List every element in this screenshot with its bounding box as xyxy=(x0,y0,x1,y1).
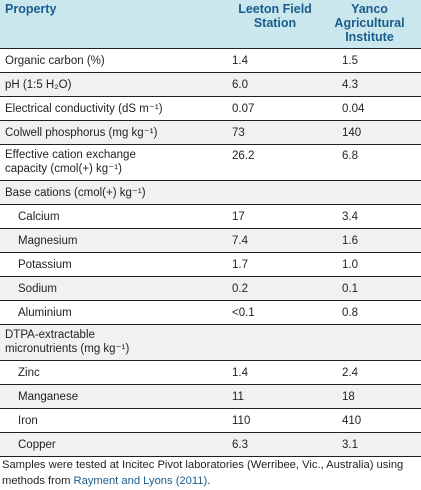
header-yanco: Yanco Agricultural Institute xyxy=(318,0,421,49)
row-label: Sodium xyxy=(0,276,232,301)
table-footnote: Samples were tested at Incitec Pivot lab… xyxy=(2,457,419,489)
table-row: pH (1:5 H₂O) 6.0 4.3 xyxy=(0,72,421,97)
soil-properties-table: Property Leeton Field Station Yanco Agri… xyxy=(0,0,421,457)
yanco-value: 3.1 xyxy=(318,432,421,457)
leeton-value: 1.4 xyxy=(232,48,318,73)
table-body: Organic carbon (%) 1.4 1.5 pH (1:5 H₂O) 6.0 4… xyxy=(0,48,421,457)
table-row: Calcium 17 3.4 xyxy=(0,204,421,229)
yanco-value: 140 xyxy=(318,120,421,145)
leeton-value: 6.3 xyxy=(232,432,318,457)
table-row: Sodium 0.2 0.1 xyxy=(0,276,421,301)
leeton-value: 0.07 xyxy=(232,96,318,121)
row-label: Iron xyxy=(0,408,232,433)
yanco-value: 1.6 xyxy=(318,228,421,253)
yanco-value: 0.04 xyxy=(318,96,421,121)
yanco-value: 3.4 xyxy=(318,204,421,229)
leeton-value: 110 xyxy=(232,408,318,433)
header-yanco-label: Yanco Agricultural Institute xyxy=(334,2,405,44)
table-row: Colwell phosphorus (mg kg⁻¹) 73 140 xyxy=(0,120,421,145)
yanco-value: 0.1 xyxy=(318,276,421,301)
row-label: Manganese xyxy=(0,384,232,409)
leeton-value: 0.2 xyxy=(232,276,318,301)
row-label: Aluminium xyxy=(0,300,232,325)
yanco-value: 0.8 xyxy=(318,300,421,325)
leeton-value: <0.1 xyxy=(232,300,318,325)
yanco-value: 1.5 xyxy=(318,48,421,73)
table-row: Base cations (cmol(+) kg⁻¹) xyxy=(0,180,421,205)
table-row: Aluminium <0.1 0.8 xyxy=(0,300,421,325)
table-row: Magnesium 7.4 1.6 xyxy=(0,228,421,253)
table-row: Iron 110 410 xyxy=(0,408,421,433)
leeton-value: 1.7 xyxy=(232,252,318,277)
footnote-text: Samples were tested at Incitec Pivot lab… xyxy=(2,459,404,487)
row-label: Potassium xyxy=(0,252,232,277)
header-property: Property xyxy=(0,0,232,49)
row-label: Magnesium xyxy=(0,228,232,253)
yanco-value xyxy=(318,324,421,361)
table-row: Potassium 1.7 1.0 xyxy=(0,252,421,277)
header-leeton-label: Leeton Field Station xyxy=(238,2,312,30)
row-label: pH (1:5 H₂O) xyxy=(0,72,232,97)
row-label: Copper xyxy=(0,432,232,457)
row-label: Calcium xyxy=(0,204,232,229)
table-row: Copper 6.3 3.1 xyxy=(0,432,421,457)
yanco-value xyxy=(318,180,421,205)
row-label: Zinc xyxy=(0,360,232,385)
table-row: DTPA-extractable micronutrients (mg kg⁻¹… xyxy=(0,324,421,361)
leeton-value: 6.0 xyxy=(232,72,318,97)
row-label: Base cations (cmol(+) kg⁻¹) xyxy=(0,180,232,205)
leeton-value: 26.2 xyxy=(232,144,318,181)
leeton-value: 7.4 xyxy=(232,228,318,253)
yanco-value: 18 xyxy=(318,384,421,409)
leeton-value: 17 xyxy=(232,204,318,229)
table-row: Zinc 1.4 2.4 xyxy=(0,360,421,385)
leeton-value: 1.4 xyxy=(232,360,318,385)
yanco-value: 2.4 xyxy=(318,360,421,385)
yanco-value: 1.0 xyxy=(318,252,421,277)
footnote-end: . xyxy=(207,475,211,487)
table-row: Manganese 11 18 xyxy=(0,384,421,409)
table-row: Electrical conductivity (dS m⁻¹) 0.07 0.04 xyxy=(0,96,421,121)
table-row: Organic carbon (%) 1.4 1.5 xyxy=(0,48,421,73)
row-label: Effective cation exchange capacity (cmol… xyxy=(0,144,232,181)
yanco-value: 4.3 xyxy=(318,72,421,97)
leeton-value: 73 xyxy=(232,120,318,145)
row-label: Organic carbon (%) xyxy=(0,48,232,73)
table-row: Effective cation exchange capacity (cmol… xyxy=(0,144,421,181)
leeton-value xyxy=(232,324,318,361)
leeton-value xyxy=(232,180,318,205)
row-label: Electrical conductivity (dS m⁻¹) xyxy=(0,96,232,121)
row-label: Colwell phosphorus (mg kg⁻¹) xyxy=(0,120,232,145)
table-header: Property Leeton Field Station Yanco Agri… xyxy=(0,0,421,49)
header-leeton: Leeton Field Station xyxy=(232,0,318,49)
yanco-value: 6.8 xyxy=(318,144,421,181)
row-label: DTPA-extractable micronutrients (mg kg⁻¹… xyxy=(0,324,232,361)
leeton-value: 11 xyxy=(232,384,318,409)
footnote-reference-link[interactable]: Rayment and Lyons (2011) xyxy=(73,475,208,487)
yanco-value: 410 xyxy=(318,408,421,433)
